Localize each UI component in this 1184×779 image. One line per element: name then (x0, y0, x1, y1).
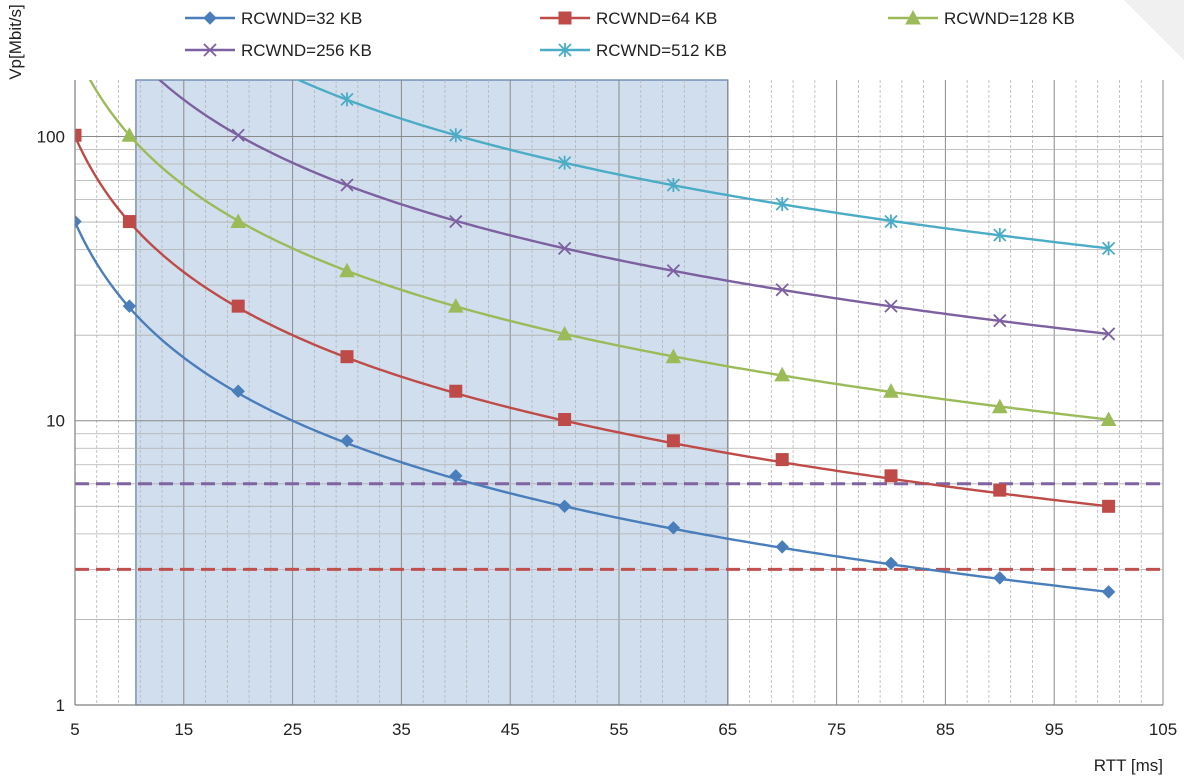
series-line (295, 80, 1109, 250)
legend-item: RCWND=256 KB (185, 41, 372, 60)
data-point (231, 299, 245, 313)
x-tick-label: 45 (501, 720, 520, 739)
x-tick-label: 95 (1045, 720, 1064, 739)
data-point (1100, 411, 1117, 427)
data-point (666, 521, 681, 535)
data-point (449, 214, 463, 229)
x-tick-label: 35 (392, 720, 411, 739)
data-point (122, 299, 137, 313)
axis-layer: 5 15 25 35 45 55 65 75 85 95 105 1 10 100 (37, 80, 1177, 739)
legend: RCWND=32 KB RCWND=64 KB RCWND=128 KB RCWND=… (185, 9, 1075, 60)
data-point (557, 499, 572, 514)
data-point (340, 434, 354, 448)
legend-item: RCWND=64 KB (540, 9, 717, 28)
data-point (666, 434, 680, 448)
series-layer (75, 80, 1117, 599)
data-point (557, 155, 572, 170)
data-point (231, 128, 245, 142)
data-point (340, 92, 354, 107)
reference-lines-layer (75, 482, 1163, 571)
y-axis-label: Vp[Mbit/s] (6, 4, 25, 80)
data-point (339, 262, 355, 278)
x-tick-label: 25 (283, 720, 302, 739)
data-point (1102, 499, 1116, 513)
y-tick-label: 100 (37, 127, 65, 146)
data-point (449, 384, 463, 398)
data-point (883, 383, 899, 398)
legend-label: RCWND=256 KB (241, 41, 372, 60)
data-point (75, 214, 82, 229)
data-point (75, 128, 82, 142)
data-point (775, 197, 789, 212)
data-point (991, 398, 1008, 414)
x-axis-label: RTT [ms] (1094, 756, 1163, 775)
series-3 (88, 80, 1117, 427)
series-line (75, 221, 1109, 594)
data-point (775, 283, 789, 297)
legend-marker (203, 11, 217, 25)
data-point (1101, 327, 1116, 341)
y-tick-label: 10 (46, 412, 65, 431)
legend-item: RCWND=32 KB (185, 9, 362, 28)
legend-marker (558, 11, 572, 25)
data-point (884, 469, 898, 483)
data-point (993, 313, 1007, 328)
x-tick-label: 105 (1149, 720, 1177, 739)
data-point (1101, 241, 1116, 256)
data-point (556, 325, 573, 341)
x-tick-label: 15 (174, 720, 193, 739)
legend-item: RCWND=512 KB (540, 41, 727, 60)
data-point (447, 298, 464, 313)
legend-label: RCWND=512 KB (596, 41, 727, 60)
data-point (775, 453, 789, 467)
legend-marker (203, 43, 217, 57)
data-point (449, 128, 463, 143)
data-point (884, 214, 898, 229)
grid-layer (74, 80, 1164, 706)
legend-marker (905, 9, 921, 25)
data-point (993, 483, 1007, 497)
data-point (665, 348, 682, 364)
series-2 (75, 128, 1116, 513)
shaded-region-layer (135, 79, 729, 706)
data-point (449, 469, 463, 483)
data-point (121, 127, 138, 142)
data-point (993, 571, 1007, 585)
data-point (993, 228, 1007, 243)
x-tick-label: 75 (827, 720, 846, 739)
corner-decoration (1124, 0, 1184, 60)
data-point (340, 178, 354, 192)
shaded-region (135, 79, 729, 706)
series-line (157, 80, 1109, 336)
y-tick-label: 1 (56, 696, 65, 715)
data-point (884, 556, 898, 571)
data-point (122, 215, 136, 229)
series-line (75, 135, 1109, 508)
data-point (1101, 585, 1116, 599)
x-tick-label: 85 (936, 720, 955, 739)
legend-marker (558, 43, 572, 57)
legend-label: RCWND=32 KB (241, 9, 362, 28)
series-line (88, 80, 1109, 421)
data-point (666, 264, 681, 278)
data-point (231, 384, 245, 398)
data-point (775, 540, 789, 554)
data-point (884, 299, 898, 313)
legend-item: RCWND=128 KB (888, 9, 1075, 28)
data-point (774, 366, 791, 382)
legend-label: RCWND=128 KB (944, 9, 1075, 28)
data-point (558, 413, 572, 427)
x-tick-label: 5 (70, 720, 79, 739)
series-4 (157, 80, 1116, 341)
series-1 (75, 214, 1116, 599)
data-point (340, 350, 354, 364)
x-tick-label: 55 (610, 720, 629, 739)
data-point (666, 177, 681, 192)
data-point (557, 241, 572, 255)
x-tick-label: 65 (718, 720, 737, 739)
series-5 (295, 80, 1116, 256)
data-point (230, 213, 247, 229)
legend-label: RCWND=64 KB (596, 9, 717, 28)
